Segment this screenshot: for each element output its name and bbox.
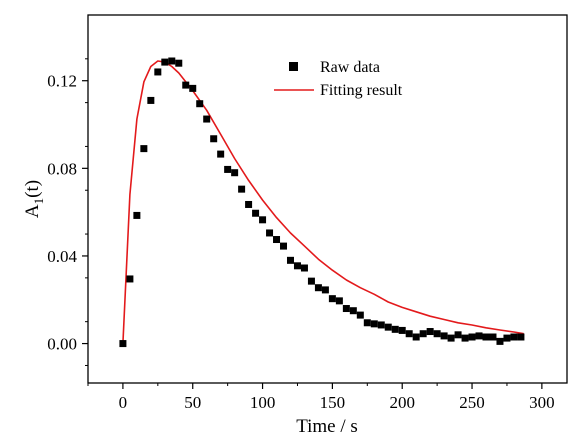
data-point — [391, 325, 399, 333]
legend-label-fitting-result: Fitting result — [320, 82, 403, 99]
data-point — [328, 295, 336, 303]
y-axis-title-subscript: 1 — [31, 198, 46, 205]
fit-curve — [122, 60, 524, 344]
data-point — [377, 321, 385, 329]
data-point — [468, 333, 476, 341]
data-point — [426, 328, 434, 336]
data-point — [475, 332, 483, 340]
data-point — [405, 330, 413, 338]
x-tick-label: 0 — [119, 393, 128, 412]
data-point — [370, 320, 378, 328]
data-point — [266, 229, 274, 237]
data-point — [280, 242, 288, 250]
x-tick-label: 200 — [389, 393, 415, 412]
x-tick-label: 250 — [459, 393, 485, 412]
data-point — [517, 333, 525, 341]
data-point — [252, 209, 260, 217]
legend: Raw data Fitting result — [274, 59, 403, 99]
data-point — [210, 135, 218, 143]
data-point — [196, 100, 204, 108]
data-point — [133, 211, 141, 219]
legend-label-raw-data: Raw data — [320, 59, 380, 76]
y-tick-label: 0.12 — [47, 72, 77, 91]
data-point — [168, 57, 176, 65]
y-axis-title: A1(t) — [22, 180, 46, 218]
data-point — [349, 307, 357, 315]
data-point — [440, 332, 448, 340]
data-point — [203, 115, 211, 123]
data-point — [259, 216, 267, 224]
data-point — [238, 185, 246, 193]
x-axis-ticks: 0 50 100 150 200 250 300 — [87, 383, 555, 412]
data-point — [510, 333, 518, 341]
data-point — [140, 145, 148, 153]
y-axis-title-suffix: (t) — [22, 180, 43, 198]
data-point — [454, 331, 462, 339]
data-point — [433, 330, 441, 338]
data-point — [182, 81, 190, 89]
data-point — [412, 333, 420, 341]
x-tick-label: 50 — [184, 393, 201, 412]
data-point — [300, 264, 308, 272]
data-point — [231, 169, 239, 177]
data-point — [224, 165, 232, 173]
data-point — [314, 284, 322, 292]
data-point — [447, 334, 455, 342]
data-point — [161, 58, 169, 66]
data-point — [489, 333, 497, 341]
data-point — [342, 305, 350, 313]
x-tick-label: 300 — [529, 393, 555, 412]
y-axis-ticks: 0.00 0.04 0.08 0.12 — [47, 58, 88, 366]
data-point — [273, 236, 281, 244]
data-point — [189, 84, 197, 92]
legend-marker-raw-data — [289, 62, 298, 71]
plot-frame — [87, 14, 568, 384]
data-point — [175, 59, 183, 67]
x-tick-label: 150 — [320, 393, 346, 412]
x-tick-label: 100 — [250, 393, 276, 412]
raw-data-series — [119, 57, 525, 348]
data-point — [461, 334, 469, 342]
data-point — [496, 337, 504, 345]
data-point — [335, 297, 343, 305]
data-point — [293, 262, 301, 270]
x-axis-title: Time / s — [296, 416, 358, 437]
data-point — [384, 323, 392, 331]
data-point — [119, 340, 127, 348]
y-axis-title-main: A — [22, 204, 43, 218]
data-point — [419, 330, 427, 338]
data-point — [482, 333, 490, 341]
data-point — [398, 326, 406, 334]
data-point — [154, 68, 162, 76]
y-tick-label: 0.04 — [47, 247, 77, 266]
data-point — [126, 275, 134, 283]
data-point — [286, 256, 294, 264]
data-point — [307, 277, 315, 285]
data-point — [217, 150, 225, 158]
data-point — [321, 286, 329, 294]
data-point — [363, 319, 371, 327]
y-tick-label: 0.00 — [47, 335, 77, 354]
data-point — [503, 334, 511, 342]
data-point — [147, 96, 155, 104]
fit-series — [122, 60, 524, 344]
data-point — [245, 200, 253, 208]
data-point — [356, 311, 364, 319]
y-tick-label: 0.08 — [47, 159, 77, 178]
